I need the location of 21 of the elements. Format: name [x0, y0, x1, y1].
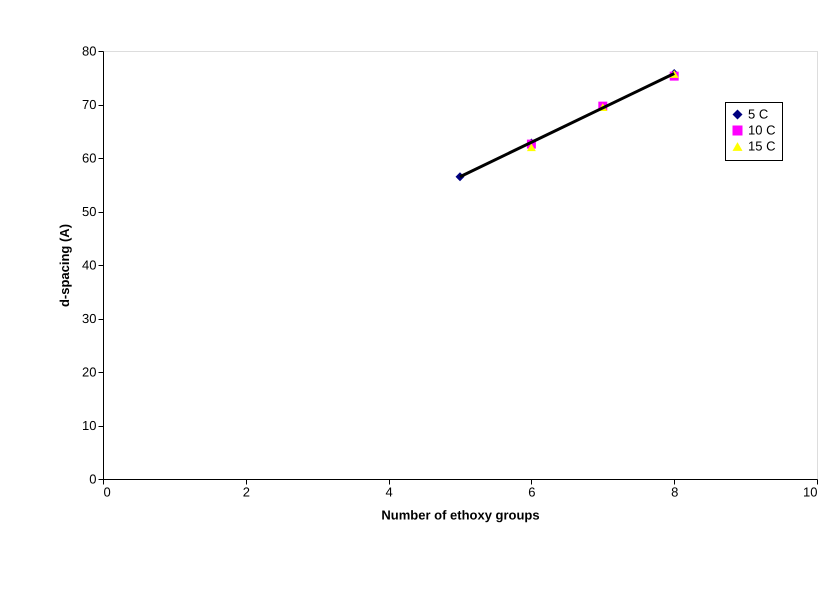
legend-label: 15 C: [748, 138, 776, 154]
point: [526, 143, 536, 152]
x-tick-label: 10: [803, 484, 818, 500]
legend-label: 10 C: [748, 122, 776, 138]
y-tick-label: 10: [82, 418, 96, 433]
x-tick-label: 2: [242, 484, 250, 500]
y-tick-label: 20: [82, 364, 96, 380]
x-axis-title: Number of ethoxy groups: [381, 508, 540, 522]
y-tick-label: 60: [82, 150, 96, 166]
x-tick-label: 0: [104, 484, 111, 500]
x-tick-label: 8: [671, 484, 678, 500]
y-tick-label: 50: [82, 204, 96, 219]
x-tick-label: 4: [385, 484, 393, 500]
y-tick-label: 0: [89, 472, 96, 486]
y-tick-label: 40: [82, 258, 96, 272]
y-axis-title: d-spacing (A): [57, 224, 72, 308]
y-tick-label: 80: [82, 44, 96, 58]
y-tick-label: 70: [82, 97, 96, 112]
y-tick-label: 30: [82, 311, 96, 326]
x-tick-label: 6: [528, 484, 536, 500]
legend-label: 5 C: [748, 106, 768, 122]
